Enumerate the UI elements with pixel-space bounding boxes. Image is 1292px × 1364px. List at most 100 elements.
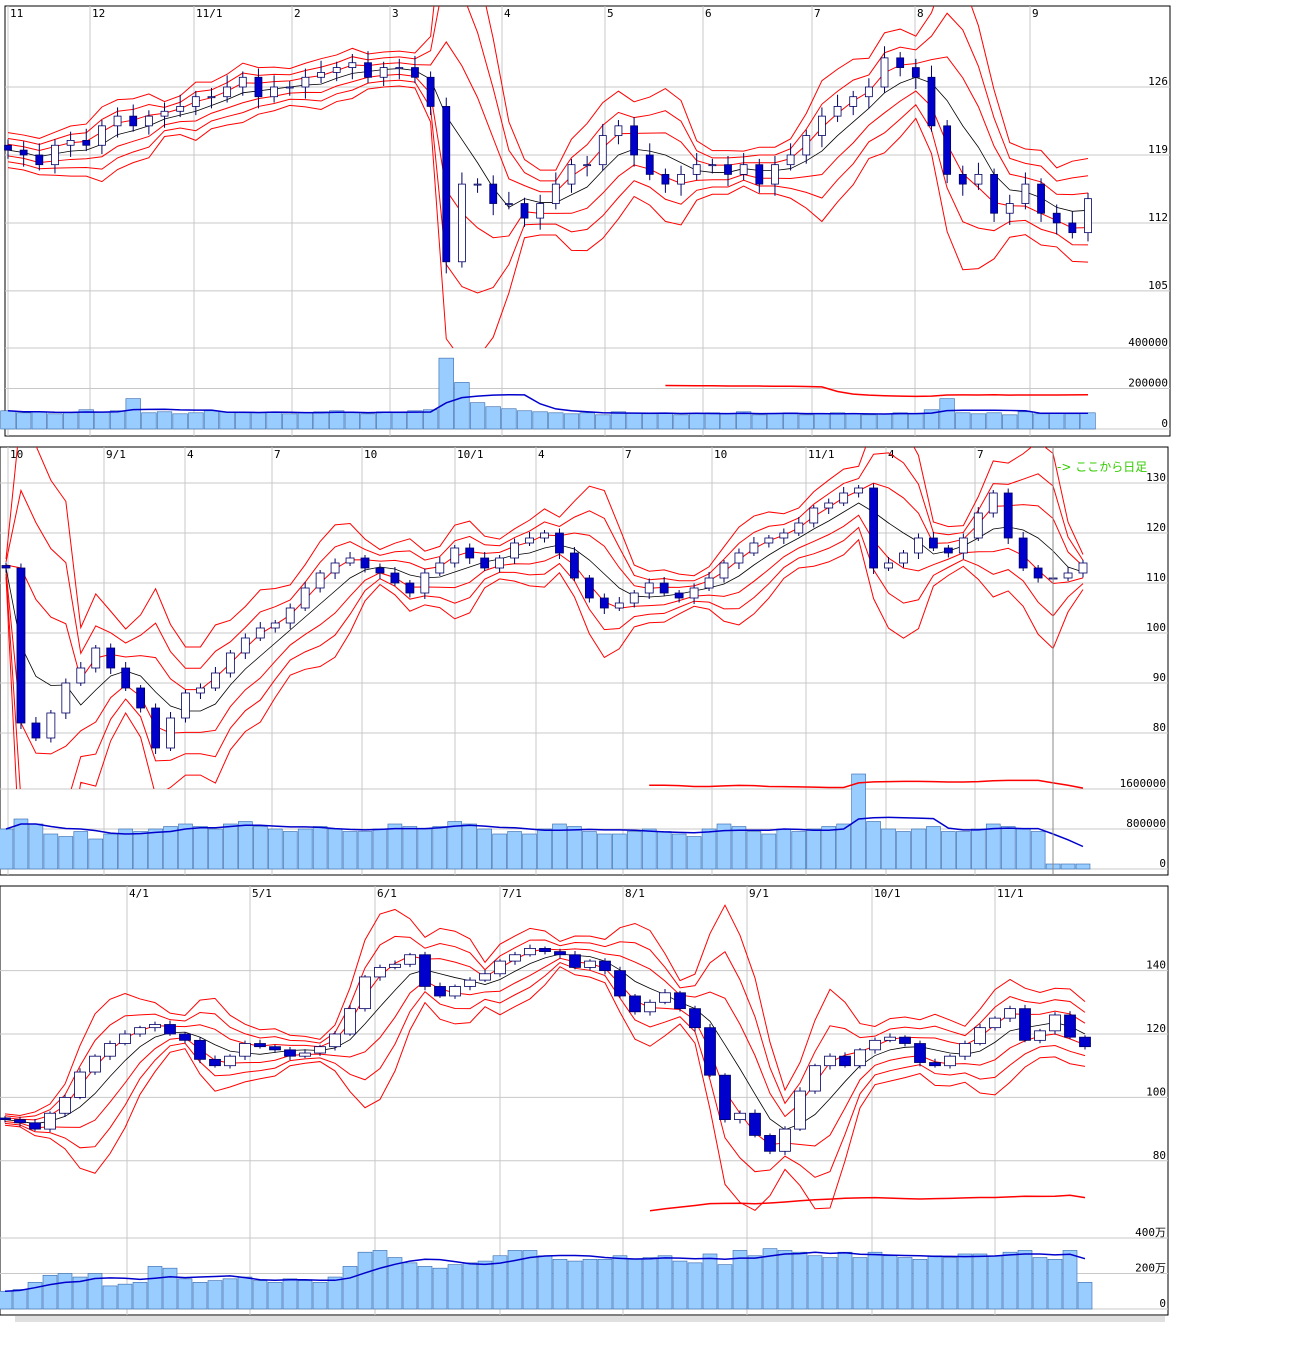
candle-up bbox=[973, 512, 983, 539]
candle-up bbox=[207, 96, 216, 99]
volume-bar bbox=[1017, 1250, 1033, 1310]
candle-up bbox=[794, 1090, 806, 1130]
volume-bar bbox=[141, 412, 157, 430]
candle-up bbox=[739, 164, 748, 175]
volume-bar bbox=[327, 828, 343, 870]
volume-bar bbox=[372, 828, 388, 870]
volume-bar bbox=[222, 1278, 238, 1310]
candle-down bbox=[179, 1033, 191, 1041]
candle-up bbox=[389, 963, 401, 968]
volume-bar bbox=[689, 413, 705, 430]
volume-bar bbox=[342, 831, 358, 870]
volume-tick-label: 800000 bbox=[1126, 817, 1166, 830]
candle-down bbox=[121, 667, 131, 689]
volume-bar bbox=[845, 413, 861, 430]
volume-bar bbox=[357, 1251, 373, 1310]
volume-bar bbox=[537, 828, 552, 870]
candle-up bbox=[494, 960, 506, 975]
candle-down bbox=[661, 173, 670, 185]
volume-bar bbox=[516, 410, 533, 430]
candle-up bbox=[719, 562, 729, 579]
volume-bar bbox=[732, 1250, 748, 1310]
volume-bar bbox=[103, 833, 118, 870]
volume-bar bbox=[102, 1285, 118, 1310]
volume-bar bbox=[203, 410, 220, 430]
candle-up bbox=[734, 1112, 746, 1120]
candle-up bbox=[317, 72, 325, 78]
volume-bar bbox=[342, 1266, 358, 1310]
x-tick-label: 5/1 bbox=[252, 887, 272, 900]
candle-down bbox=[254, 76, 263, 98]
candle-up bbox=[567, 164, 576, 185]
volume-bar bbox=[163, 826, 178, 870]
volume-bar bbox=[162, 1267, 178, 1310]
x-tick-label: 7 bbox=[977, 448, 984, 461]
x-tick-label: 7 bbox=[814, 7, 821, 20]
candle-down bbox=[129, 115, 138, 127]
volume-bar bbox=[610, 411, 627, 430]
volume-bar bbox=[43, 833, 59, 870]
candle-up bbox=[854, 487, 864, 494]
y-tick-label: 110 bbox=[1146, 571, 1166, 584]
candle-up bbox=[166, 717, 175, 749]
volume-bar bbox=[927, 1255, 943, 1310]
volume-bar bbox=[746, 831, 762, 870]
candle-up bbox=[551, 183, 560, 204]
band-line-l2 bbox=[7, 79, 1089, 294]
x-tick-label: 10 bbox=[364, 448, 377, 461]
candle-up bbox=[211, 672, 220, 689]
x-tick-label: 4/1 bbox=[129, 887, 149, 900]
candle-up bbox=[223, 86, 232, 98]
volume-bar bbox=[1017, 411, 1034, 430]
candle-up bbox=[802, 135, 811, 156]
candle-up bbox=[240, 637, 250, 654]
candle-down bbox=[990, 173, 998, 214]
candle-up bbox=[89, 1055, 101, 1073]
volume-bar bbox=[42, 1274, 58, 1310]
candle-down bbox=[520, 203, 529, 219]
volume-average-line bbox=[7, 393, 1088, 415]
candle-up bbox=[238, 76, 247, 88]
volume-bar bbox=[282, 831, 298, 870]
candle-up bbox=[598, 135, 607, 166]
volume-bar bbox=[417, 828, 433, 870]
candle-down bbox=[82, 140, 91, 146]
candle-up bbox=[285, 607, 295, 624]
candle-up bbox=[779, 1128, 791, 1152]
volume-bar bbox=[1002, 414, 1018, 430]
horizontal-scrollbar[interactable] bbox=[15, 1316, 1165, 1322]
candle-down bbox=[645, 154, 654, 175]
volume-bar bbox=[597, 833, 612, 870]
candle-up bbox=[786, 154, 795, 166]
x-tick-label: 10 bbox=[714, 448, 727, 461]
candle-up bbox=[504, 203, 513, 205]
x-tick-label: 9/1 bbox=[106, 448, 126, 461]
candle-up bbox=[144, 115, 153, 127]
volume-long-average-line bbox=[649, 1194, 1086, 1212]
volume-bar bbox=[642, 413, 658, 430]
volume-bar bbox=[73, 831, 89, 870]
volume-bar bbox=[612, 833, 627, 870]
candle-down bbox=[434, 986, 446, 997]
volume-bar bbox=[0, 1290, 13, 1310]
candle-up bbox=[98, 125, 106, 146]
volume-bar bbox=[626, 412, 642, 430]
y-tick-label: 90 bbox=[1153, 671, 1166, 684]
x-tick-label: 4 bbox=[538, 448, 545, 461]
candle-up bbox=[614, 125, 623, 136]
volume-bar bbox=[970, 413, 987, 430]
volume-bar bbox=[1060, 863, 1076, 870]
volume-bar bbox=[0, 828, 14, 870]
y-tick-label: 100 bbox=[1146, 621, 1166, 634]
volume-bar bbox=[402, 1262, 418, 1310]
x-tick-label: 4 bbox=[187, 448, 194, 461]
candle-up bbox=[869, 1039, 881, 1051]
candle-up bbox=[46, 712, 56, 739]
volume-bar bbox=[957, 1253, 973, 1310]
y-tick-label: 119 bbox=[1148, 143, 1168, 156]
x-tick-label: 3 bbox=[392, 7, 399, 20]
volume-bar bbox=[219, 411, 235, 430]
candle-down bbox=[375, 567, 385, 574]
volume-tick-label: 0 bbox=[1161, 417, 1168, 430]
volume-bar bbox=[1077, 1282, 1093, 1310]
